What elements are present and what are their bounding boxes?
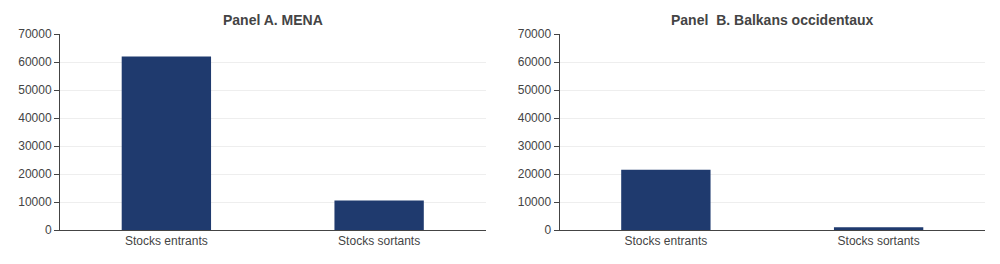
svg-text:10000: 10000: [518, 195, 552, 209]
svg-text:Panel A. MENA: Panel A. MENA: [223, 12, 323, 28]
svg-text:0: 0: [45, 223, 52, 237]
svg-text:20000: 20000: [18, 167, 52, 181]
svg-text:Stocks entrants: Stocks entrants: [625, 234, 708, 248]
svg-text:40000: 40000: [18, 111, 52, 125]
svg-text:30000: 30000: [518, 139, 552, 153]
svg-text:30000: 30000: [18, 139, 52, 153]
svg-text:Stocks sortants: Stocks sortants: [338, 234, 420, 248]
svg-text:Panel B. Balkans occidentaux: Panel B. Balkans occidentaux: [671, 12, 874, 28]
svg-text:60000: 60000: [518, 55, 552, 69]
svg-text:0: 0: [544, 223, 551, 237]
svg-text:40000: 40000: [518, 111, 552, 125]
svg-text:50000: 50000: [18, 83, 52, 97]
svg-text:70000: 70000: [18, 27, 52, 41]
svg-text:50000: 50000: [518, 83, 552, 97]
svg-text:Stocks entrants: Stocks entrants: [125, 234, 208, 248]
svg-text:70000: 70000: [518, 27, 552, 41]
svg-text:60000: 60000: [18, 55, 52, 69]
svg-text:Stocks sortants: Stocks sortants: [838, 234, 920, 248]
svg-text:20000: 20000: [518, 167, 552, 181]
svg-text:10000: 10000: [18, 195, 52, 209]
